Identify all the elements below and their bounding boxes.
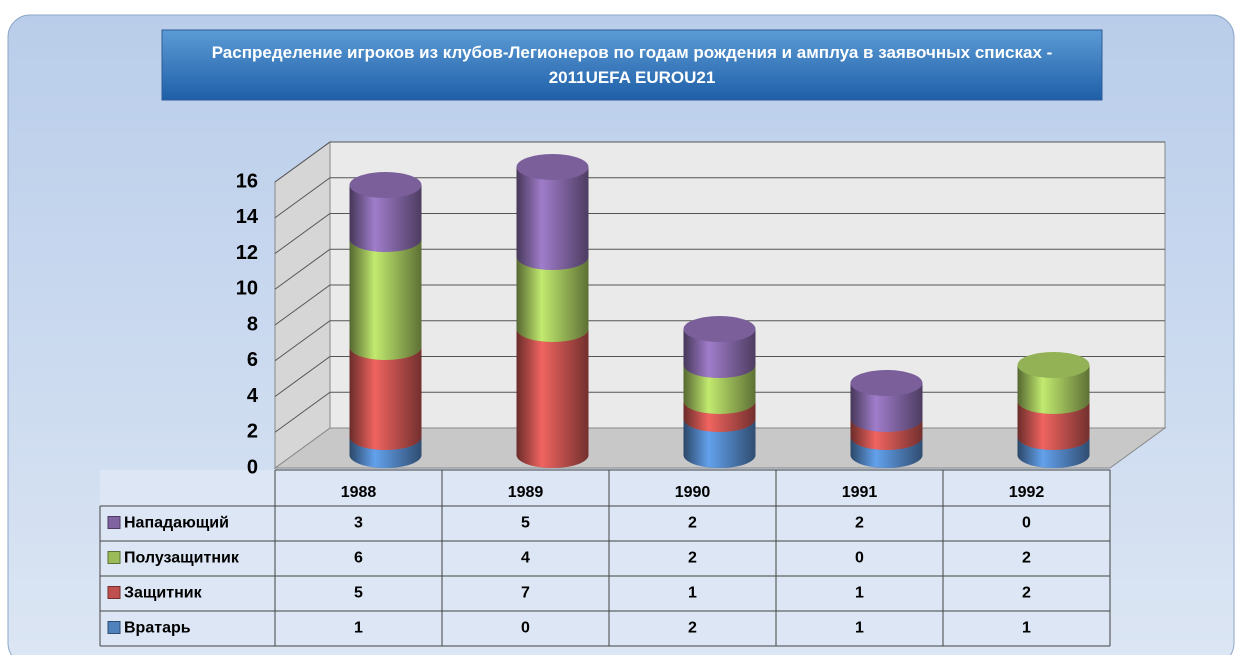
legend-key — [107, 516, 121, 529]
bars — [349, 154, 1090, 468]
cylinder-body — [683, 329, 756, 378]
legend-label: Защитник — [124, 585, 203, 602]
y-tick-label: 0 — [247, 456, 258, 478]
cylinder-body — [349, 185, 422, 253]
table-value: 3 — [354, 515, 363, 532]
cylinder-body — [516, 257, 589, 342]
chart-title: Распределение игроков из клубов-Легионер… — [211, 43, 1053, 87]
table-value: 6 — [354, 550, 363, 567]
cylinder-body — [349, 347, 422, 451]
x-tick-label: 1988 — [341, 484, 377, 501]
table-value: 0 — [1022, 515, 1031, 532]
table-value: 4 — [521, 550, 530, 567]
x-tick-label: 1991 — [842, 484, 878, 501]
cylinder-body — [516, 329, 589, 468]
table-value: 2 — [855, 515, 864, 532]
title-box — [161, 29, 1103, 101]
table-value: 1 — [855, 620, 864, 637]
legend-key — [107, 621, 121, 634]
y-tick-label: 2 — [247, 421, 258, 443]
cylinder-top — [1017, 352, 1090, 378]
bar-segment — [683, 316, 756, 378]
table-value: 7 — [521, 585, 530, 602]
legend-label: Нападающий — [124, 515, 229, 532]
y-tick-label: 12 — [236, 242, 258, 264]
y-tick-label: 10 — [236, 278, 258, 300]
bar-segment — [850, 370, 923, 432]
table-value: 1 — [855, 585, 864, 602]
legend-key — [107, 586, 121, 599]
cylinder-top — [850, 370, 923, 396]
table-value: 1 — [688, 585, 697, 602]
y-tick-label: 14 — [236, 206, 259, 228]
cylinder-body — [516, 167, 589, 270]
legend-label: Вратарь — [124, 620, 191, 637]
grid-line — [274, 284, 1165, 326]
grid-line — [274, 320, 1165, 362]
x-tick-label: 1992 — [1009, 484, 1045, 501]
bar-segment — [1017, 352, 1090, 415]
cylinder-body — [683, 365, 756, 415]
cylinder-body — [683, 419, 756, 468]
cylinder-body — [850, 383, 923, 432]
title-wrap: Распределение игроков из клубов-Легионер… — [211, 43, 1053, 87]
grid-line — [274, 213, 1165, 254]
table-value: 2 — [1022, 585, 1031, 602]
cylinder-body — [1017, 365, 1090, 415]
table-value: 2 — [688, 550, 697, 567]
cylinder-body — [349, 239, 422, 360]
y-tick-label: 16 — [236, 170, 258, 192]
table-value: 1 — [1022, 620, 1031, 637]
cylinder-top — [683, 316, 756, 342]
table-value: 1 — [354, 620, 363, 637]
table-value: 5 — [521, 515, 530, 532]
x-tick-label: 1990 — [675, 484, 711, 501]
table-bg — [100, 470, 1110, 645]
cylinder-top — [349, 172, 422, 198]
table-value: 2 — [688, 620, 697, 637]
grid-line — [274, 177, 1165, 219]
bar-segment — [516, 154, 589, 270]
y-tick-label: 8 — [247, 313, 258, 335]
table-value: 2 — [688, 515, 697, 532]
grid-line — [274, 356, 1165, 397]
table-value: 2 — [1022, 550, 1031, 567]
table-value: 0 — [521, 620, 530, 637]
y-tick-label: 4 — [247, 385, 259, 407]
table-value: 5 — [354, 585, 363, 602]
legend-key — [107, 551, 121, 564]
x-tick-label: 1989 — [508, 484, 544, 501]
grid-line — [274, 248, 1165, 290]
grid-line — [274, 141, 1165, 183]
y-tick-label: 6 — [247, 349, 258, 371]
bar-segment — [349, 172, 422, 253]
legend-label: Полузащитник — [124, 550, 240, 567]
table-value: 0 — [855, 550, 864, 567]
cylinder-top — [516, 154, 589, 180]
cylinder-body — [1017, 401, 1090, 451]
